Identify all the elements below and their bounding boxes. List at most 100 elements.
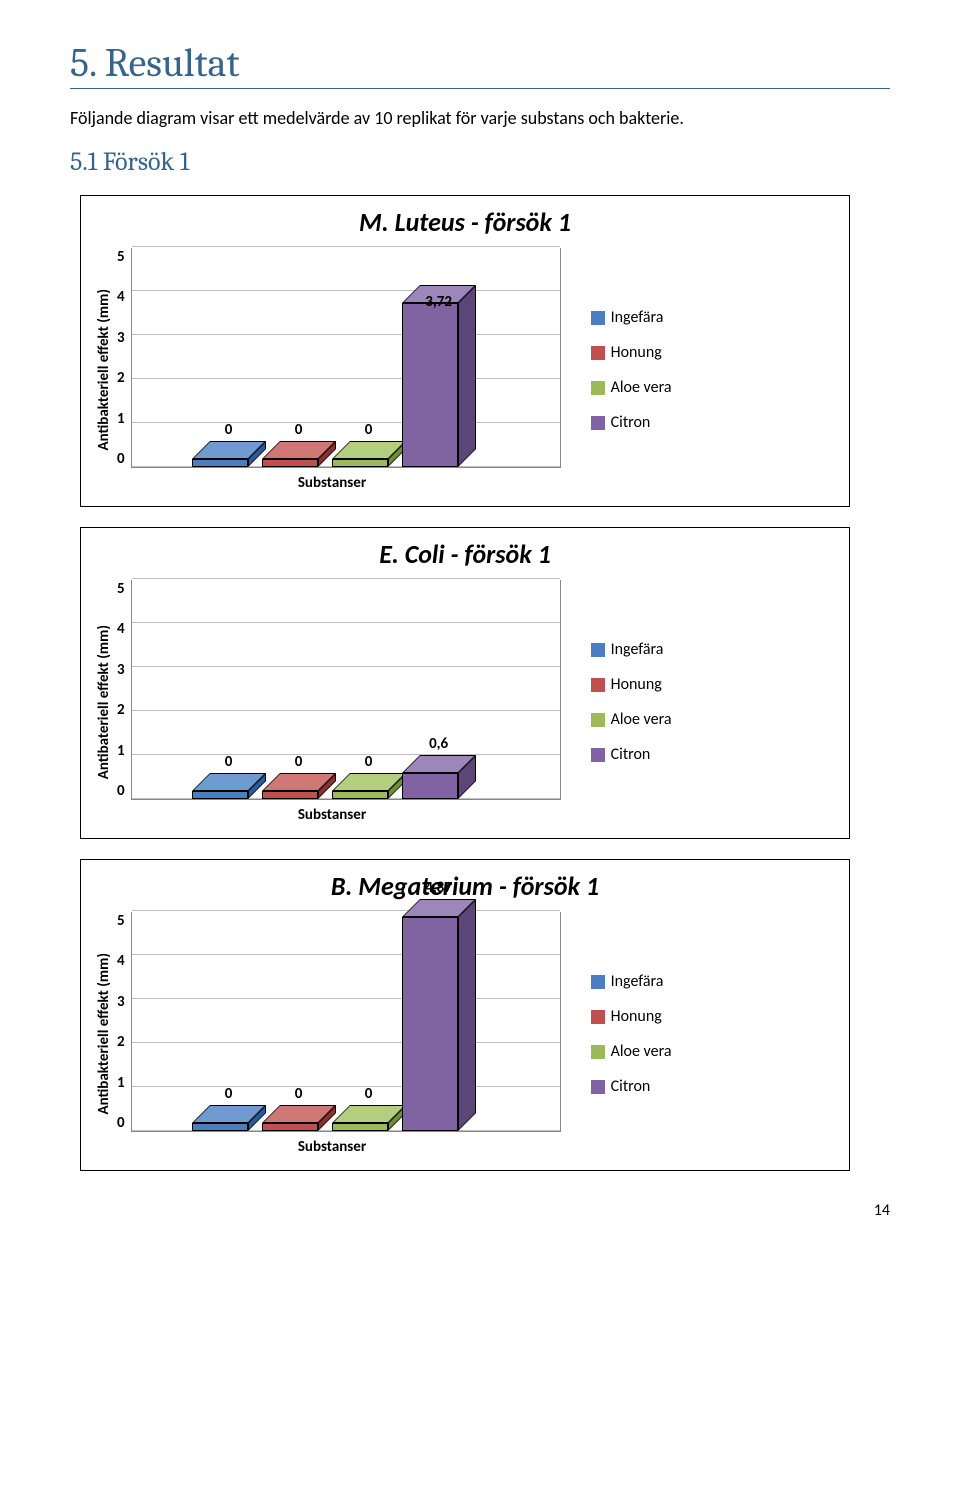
- chart-bar: [192, 459, 248, 467]
- chart-y-axis-label: Antibateriell effekt (mm): [91, 625, 117, 779]
- legend-label: Aloe vera: [611, 710, 672, 729]
- chart-plot-area: 0 0 0 0,6: [131, 580, 561, 800]
- chart-plot-area: 0004,87: [131, 912, 561, 1132]
- legend-item: Honung: [591, 1007, 672, 1026]
- legend-swatch: [591, 381, 605, 395]
- legend-swatch: [591, 346, 605, 360]
- bar-value-label: 0: [365, 421, 373, 439]
- legend-label: Honung: [611, 1007, 662, 1026]
- bar-value-label: 0: [365, 1085, 373, 1103]
- y-tick-label: 4: [117, 288, 125, 306]
- y-tick-label: 4: [117, 620, 125, 638]
- chart-bar: [332, 1123, 388, 1131]
- legend-label: Citron: [611, 413, 651, 432]
- bar-value-label: 0: [295, 1085, 303, 1103]
- y-tick-label: 1: [117, 742, 125, 760]
- legend-item: Citron: [591, 1077, 672, 1096]
- legend-label: Aloe vera: [611, 1042, 672, 1061]
- chart-box: M. Luteus - försök 1 Antibakteriell effek…: [80, 195, 850, 507]
- section-heading: 5.1 Försök 1: [70, 147, 890, 177]
- legend-item: Aloe vera: [591, 710, 672, 729]
- y-tick-label: 3: [117, 661, 125, 679]
- legend-item: Aloe vera: [591, 1042, 672, 1061]
- chart-legend: Ingefära Honung Aloe vera Citron: [591, 308, 672, 432]
- legend-label: Honung: [611, 343, 662, 362]
- y-tick-label: 5: [117, 912, 125, 930]
- y-tick-label: 0: [117, 450, 125, 468]
- legend-swatch: [591, 678, 605, 692]
- legend-swatch: [591, 1010, 605, 1024]
- chart-x-axis-label: Substanser: [117, 474, 547, 492]
- page-number: 14: [70, 1201, 890, 1220]
- bar-value-label: 0: [225, 421, 233, 439]
- legend-label: Honung: [611, 675, 662, 694]
- legend-item: Honung: [591, 343, 672, 362]
- bar-value-label: 0: [365, 753, 373, 771]
- chart-bar: [332, 459, 388, 467]
- chart-plot-area: 0 0 0 3,72: [131, 248, 561, 468]
- y-tick-label: 0: [117, 1114, 125, 1132]
- bar-value-label: 0: [295, 753, 303, 771]
- chart-bar: [402, 773, 458, 799]
- page-heading: 5. Resultat: [70, 40, 890, 89]
- y-tick-label: 1: [117, 410, 125, 428]
- legend-label: Ingefära: [611, 640, 664, 659]
- bar-value-label: 3,72: [425, 293, 452, 311]
- legend-swatch: [591, 1080, 605, 1094]
- y-tick-label: 3: [117, 993, 125, 1011]
- bar-value-label: 0: [295, 421, 303, 439]
- chart-box: B. Megaterium - försök 1 Antibakteriell e…: [80, 859, 850, 1171]
- chart-bar: [262, 1123, 318, 1131]
- y-tick-label: 2: [117, 1033, 125, 1051]
- y-tick-label: 2: [117, 701, 125, 719]
- bar-value-label: 0: [225, 1085, 233, 1103]
- bar-value-label: 0: [225, 753, 233, 771]
- chart-legend: Ingefära Honung Aloe vera Citron: [591, 972, 672, 1096]
- chart-x-axis-label: Substanser: [117, 1138, 547, 1156]
- bar-value-label: 0,6: [429, 735, 448, 753]
- legend-item: Citron: [591, 745, 672, 764]
- chart-title: M. Luteus - försök 1: [91, 206, 839, 238]
- chart-title: E. Coli - försök 1: [91, 538, 839, 570]
- legend-swatch: [591, 416, 605, 430]
- legend-swatch: [591, 643, 605, 657]
- chart-y-axis-label: Antibakteriell effekt (mm): [91, 953, 117, 1114]
- chart-legend: Ingefära Honung Aloe vera Citron: [591, 640, 672, 764]
- legend-label: Citron: [611, 745, 651, 764]
- y-tick-label: 2: [117, 369, 125, 387]
- chart-bar: [262, 459, 318, 467]
- chart-title: B. Megaterium - försök 1: [91, 870, 839, 902]
- legend-label: Citron: [611, 1077, 651, 1096]
- legend-swatch: [591, 1045, 605, 1059]
- legend-swatch: [591, 311, 605, 325]
- legend-item: Honung: [591, 675, 672, 694]
- legend-label: Ingefära: [611, 308, 664, 327]
- legend-item: Ingefära: [591, 640, 672, 659]
- legend-swatch: [591, 748, 605, 762]
- legend-item: Citron: [591, 413, 672, 432]
- y-tick-label: 1: [117, 1074, 125, 1092]
- chart-bar: [192, 791, 248, 799]
- y-tick-label: 0: [117, 782, 125, 800]
- legend-item: Ingefära: [591, 972, 672, 991]
- bar-value-label: 4,87: [425, 879, 452, 897]
- chart-box: E. Coli - försök 1 Antibateriell effekt (…: [80, 527, 850, 839]
- chart-y-axis-label: Antibakteriell effekt (mm): [91, 289, 117, 450]
- chart-x-axis-label: Substanser: [117, 806, 547, 824]
- legend-swatch: [591, 975, 605, 989]
- legend-item: Ingefära: [591, 308, 672, 327]
- intro-paragraph: Följande diagram visar ett medelvärde av…: [70, 107, 890, 129]
- chart-bar: [402, 303, 458, 467]
- chart-bar: [192, 1123, 248, 1131]
- y-tick-label: 3: [117, 329, 125, 347]
- legend-item: Aloe vera: [591, 378, 672, 397]
- legend-label: Ingefära: [611, 972, 664, 991]
- charts-container: M. Luteus - försök 1 Antibakteriell effek…: [70, 195, 890, 1171]
- chart-bar: [402, 917, 458, 1131]
- y-tick-label: 5: [117, 580, 125, 598]
- chart-bar: [262, 791, 318, 799]
- legend-label: Aloe vera: [611, 378, 672, 397]
- chart-bar: [332, 791, 388, 799]
- y-tick-label: 5: [117, 248, 125, 266]
- legend-swatch: [591, 713, 605, 727]
